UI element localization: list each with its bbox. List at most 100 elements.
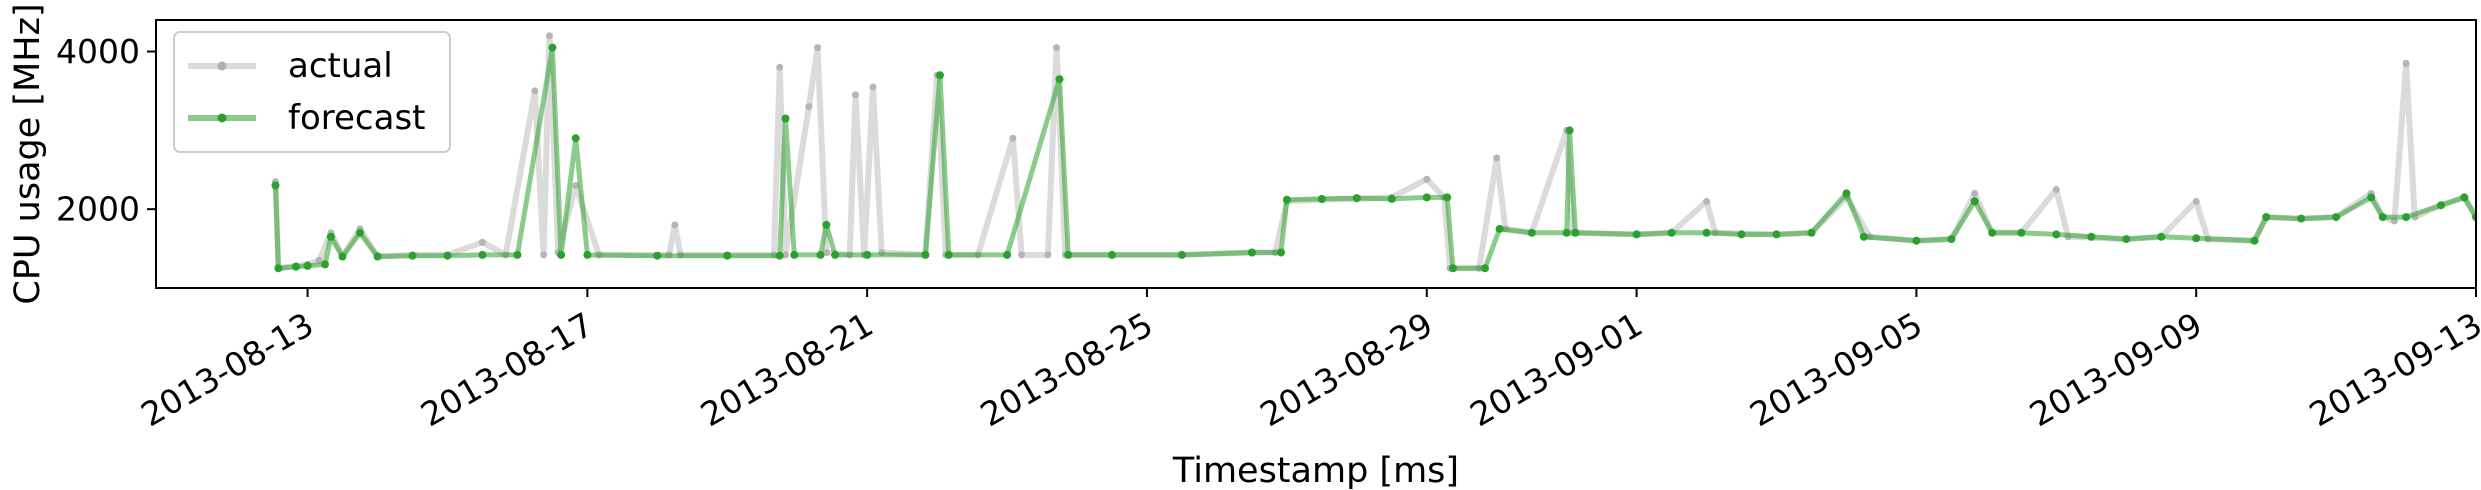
x-axis-label: Timestamp [ms] xyxy=(1172,451,1459,490)
y-tick-label-1: 4000 xyxy=(56,32,140,71)
data-point-forecast-43 xyxy=(1481,264,1489,273)
data-point-forecast-65 xyxy=(2157,232,2166,241)
data-point-forecast-73 xyxy=(2402,213,2411,222)
data-point-forecast-14 xyxy=(557,250,566,259)
data-point-forecast-55 xyxy=(1842,189,1851,198)
data-point-forecast-39 xyxy=(1387,194,1396,203)
data-point-forecast-36 xyxy=(1282,195,1291,204)
data-point-forecast-50 xyxy=(1667,228,1676,237)
data-point-forecast-75 xyxy=(2460,193,2469,202)
data-point-forecast-47 xyxy=(1565,126,1574,135)
data-point-forecast-57 xyxy=(1912,236,1921,245)
data-point-forecast-69 xyxy=(2297,214,2306,223)
data-point-forecast-27 xyxy=(936,71,944,80)
data-point-forecast-59 xyxy=(1970,197,1979,206)
data-point-actual-24 xyxy=(776,63,784,71)
data-point-forecast-4 xyxy=(321,260,329,269)
data-point-forecast-1 xyxy=(274,264,283,273)
data-point-forecast-10 xyxy=(443,251,452,260)
data-point-forecast-58 xyxy=(1947,235,1956,244)
x-tick-label-6: 2013-09-05 xyxy=(1743,305,1929,435)
data-point-actual-41 xyxy=(1053,44,1061,52)
data-point-forecast-17 xyxy=(653,251,662,260)
data-point-actual-13 xyxy=(531,87,539,95)
x-tick-label-7: 2013-09-09 xyxy=(2023,305,2209,435)
data-point-actual-70 xyxy=(1971,189,1979,197)
data-point-forecast-38 xyxy=(1352,194,1361,203)
data-point-actual-27 xyxy=(814,44,822,52)
legend: actual forecast xyxy=(173,31,451,153)
data-point-forecast-63 xyxy=(2087,232,2096,241)
data-point-forecast-54 xyxy=(1807,228,1816,237)
plot-frame xyxy=(155,19,2477,289)
data-point-forecast-2 xyxy=(291,262,300,271)
legend-entry-forecast: forecast xyxy=(288,98,426,138)
data-point-actual-51 xyxy=(1423,175,1431,183)
data-point-actual-77 xyxy=(2192,197,2200,205)
data-point-forecast-67 xyxy=(2250,236,2259,245)
x-tick-label-0: 2013-08-13 xyxy=(134,305,320,435)
x-tick-label-1: 2013-08-17 xyxy=(414,305,600,435)
y-tick-label-0: 2000 xyxy=(56,190,140,229)
legend-box xyxy=(173,31,451,153)
data-point-actual-39 xyxy=(1018,251,1026,259)
legend-marker-forecast xyxy=(217,113,227,123)
data-point-forecast-25 xyxy=(863,250,872,259)
data-point-actual-25 xyxy=(782,251,789,259)
data-point-forecast-9 xyxy=(408,251,417,260)
data-point-forecast-16 xyxy=(583,250,592,259)
data-point-forecast-70 xyxy=(2332,213,2341,222)
data-point-forecast-64 xyxy=(2122,235,2131,244)
data-point-forecast-7 xyxy=(356,228,364,237)
data-point-forecast-74 xyxy=(2437,201,2445,210)
data-point-actual-28 xyxy=(822,249,830,256)
data-point-forecast-22 xyxy=(816,250,825,259)
legend-marker-actual xyxy=(217,61,227,71)
data-point-forecast-51 xyxy=(1702,228,1711,237)
x-tick-label-3: 2013-08-25 xyxy=(974,305,1160,435)
data-point-actual-15 xyxy=(546,32,553,40)
data-point-forecast-33 xyxy=(1177,250,1186,259)
x-axis: 2013-08-13 2013-08-17 2013-08-21 2013-08-25… xyxy=(134,288,2481,434)
x-tick-label-5: 2013-09-01 xyxy=(1463,305,1649,435)
data-point-forecast-29 xyxy=(1003,250,1012,259)
data-point-actual-26 xyxy=(805,103,813,111)
data-point-forecast-32 xyxy=(1108,250,1116,259)
data-point-forecast-13 xyxy=(548,43,557,52)
data-point-actual-4 xyxy=(315,256,323,264)
data-point-forecast-24 xyxy=(831,250,840,259)
data-point-forecast-18 xyxy=(723,251,732,260)
data-point-forecast-26 xyxy=(921,250,930,259)
data-point-forecast-68 xyxy=(2262,213,2271,222)
data-point-actual-40 xyxy=(1044,251,1052,259)
data-point-forecast-72 xyxy=(2378,213,2387,222)
data-point-actual-73 xyxy=(2052,186,2060,193)
data-point-forecast-48 xyxy=(1571,228,1580,237)
data-point-forecast-6 xyxy=(338,252,347,261)
data-point-forecast-21 xyxy=(790,250,799,259)
data-point-forecast-23 xyxy=(822,220,831,229)
data-point-forecast-19 xyxy=(775,251,784,260)
data-point-forecast-35 xyxy=(1277,248,1285,257)
data-point-forecast-20 xyxy=(781,114,790,123)
data-point-actual-38 xyxy=(1009,134,1017,142)
y-axis-label: CPU usage [MHz] xyxy=(8,3,48,304)
data-point-forecast-11 xyxy=(478,250,487,259)
data-point-forecast-42 xyxy=(1449,264,1457,273)
data-point-forecast-61 xyxy=(2017,228,2026,237)
x-tick-label-2: 2013-08-21 xyxy=(694,305,880,435)
data-point-forecast-66 xyxy=(2192,234,2201,243)
data-point-forecast-71 xyxy=(2367,193,2376,202)
legend-entry-actual: actual xyxy=(288,46,393,86)
series-line-actual xyxy=(272,32,2476,272)
data-point-forecast-12 xyxy=(513,250,522,259)
data-point-forecast-41 xyxy=(1443,193,1452,202)
data-point-actual-30 xyxy=(852,91,859,99)
data-point-actual-86 xyxy=(2402,59,2410,67)
data-point-forecast-30 xyxy=(1055,75,1064,84)
data-point-forecast-56 xyxy=(1859,232,1868,241)
y-axis: 2000 4000 xyxy=(56,32,156,229)
data-point-forecast-3 xyxy=(303,261,312,270)
